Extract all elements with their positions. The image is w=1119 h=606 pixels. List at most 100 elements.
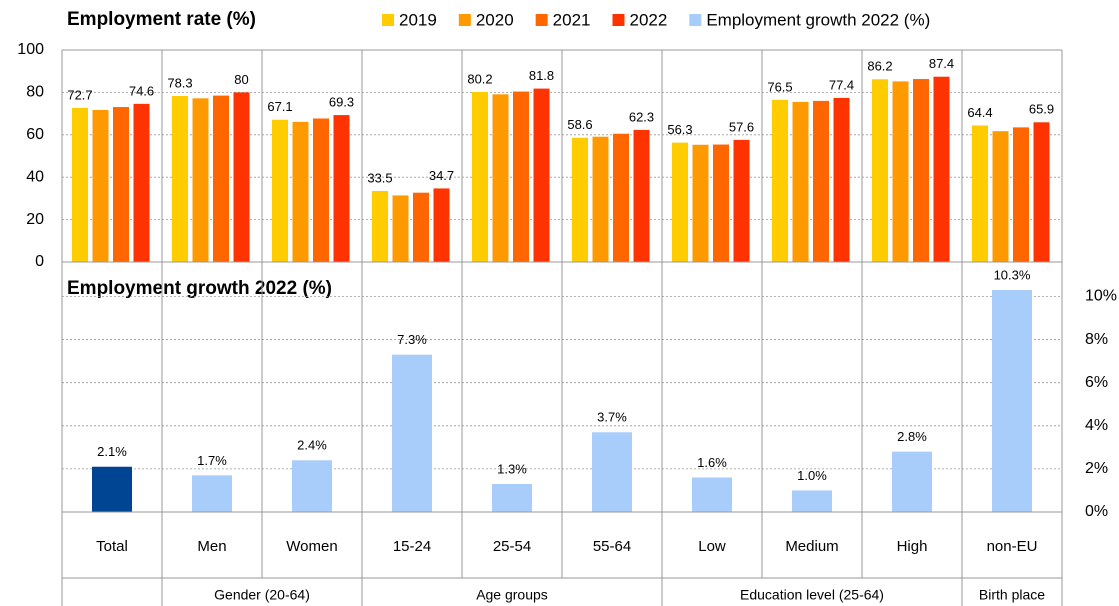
bar (872, 79, 888, 262)
data-label: 1.7% (197, 453, 227, 468)
y2-tick-label: 0% (1085, 503, 1108, 520)
bar (672, 142, 688, 262)
legend-swatch (458, 14, 471, 26)
group-label: Age groups (476, 587, 548, 603)
data-label: 65.9 (1029, 102, 1054, 117)
legend-label: 2019 (399, 10, 437, 29)
bar (392, 354, 432, 512)
bar (533, 88, 550, 262)
bar (292, 121, 309, 262)
bar (372, 190, 388, 262)
x-tick-label: 25-54 (493, 538, 531, 555)
data-label: 81.8 (529, 68, 554, 83)
data-label: 80.2 (467, 71, 492, 86)
bar (692, 477, 732, 512)
bar (572, 137, 588, 262)
data-label: 86.2 (867, 59, 892, 74)
legend-swatch (689, 14, 702, 26)
bar (313, 118, 329, 262)
bar (192, 98, 209, 262)
data-label: 7.3% (397, 332, 427, 347)
bar (72, 107, 88, 262)
bar (633, 129, 650, 262)
data-label: 2.8% (897, 429, 927, 444)
data-label: 64.4 (967, 105, 992, 120)
data-label: 57.6 (729, 119, 754, 134)
bar (233, 92, 250, 263)
bar (333, 115, 350, 262)
bar (192, 475, 232, 512)
y-tick-label: 100 (17, 41, 44, 58)
bar (513, 91, 529, 262)
data-label: 34.7 (429, 168, 454, 183)
data-label: 58.6 (567, 117, 592, 132)
data-label: 77.4 (829, 77, 854, 92)
x-tick-label: Medium (785, 538, 838, 555)
data-label: 76.5 (767, 79, 792, 94)
x-tick-label: Total (96, 538, 128, 555)
y2-tick-label: 10% (1085, 288, 1117, 305)
bar (933, 76, 950, 262)
bar (992, 131, 1009, 262)
data-label: 33.5 (367, 170, 392, 185)
bar (413, 192, 429, 262)
group-label: Birth place (979, 587, 1045, 603)
data-label: 62.3 (629, 109, 654, 124)
legend-swatch (612, 14, 625, 26)
data-label: 56.3 (667, 122, 692, 137)
group-label: Education level (25-64) (740, 587, 884, 603)
legend-label: 2022 (629, 10, 667, 29)
bar (592, 136, 609, 262)
x-tick-label: Men (197, 538, 226, 555)
x-tick-label: Low (698, 538, 726, 555)
bar (1013, 127, 1029, 262)
bar (472, 91, 488, 262)
bar (892, 81, 909, 262)
legend-swatch (535, 14, 548, 26)
legend-label: Employment growth 2022 (%) (706, 10, 930, 29)
bar (392, 195, 409, 262)
y2-tick-label: 6% (1085, 374, 1108, 391)
data-label: 3.7% (597, 410, 627, 425)
group-label: Gender (20-64) (214, 587, 310, 603)
data-label: 80 (234, 72, 248, 87)
bar (792, 490, 832, 512)
legend-swatch (382, 14, 394, 26)
bar (772, 99, 788, 262)
data-label: 78.3 (167, 75, 192, 90)
bar (133, 103, 150, 263)
x-tick-label: 15-24 (393, 538, 431, 555)
y-tick-label: 20 (26, 211, 44, 228)
bar (1033, 122, 1050, 263)
x-tick-label: High (897, 538, 928, 555)
data-label: 72.7 (67, 87, 92, 102)
bar (713, 144, 729, 262)
bar (613, 133, 629, 262)
bar (92, 109, 109, 262)
bar (692, 144, 709, 262)
y-tick-label: 60 (26, 126, 44, 143)
bar (792, 101, 809, 262)
data-label: 2.4% (297, 438, 327, 453)
bar (892, 451, 932, 512)
data-label: 74.6 (129, 83, 154, 98)
bar (213, 95, 229, 262)
bar (913, 79, 929, 262)
data-label: 2.1% (97, 444, 127, 459)
bar (113, 107, 129, 262)
y-tick-label: 40 (26, 168, 44, 185)
data-label: 10.3% (994, 267, 1031, 282)
bar (492, 94, 509, 262)
data-label: 1.6% (697, 455, 727, 470)
bar (492, 483, 532, 512)
y-tick-label: 0 (35, 253, 44, 270)
x-tick-label: non-EU (987, 538, 1038, 555)
bar (592, 432, 632, 512)
chart-title: Employment growth 2022 (%) (67, 278, 332, 299)
x-tick-label: 55-64 (593, 538, 631, 555)
y2-tick-label: 4% (1085, 417, 1108, 434)
bar (972, 125, 988, 262)
bar (433, 188, 450, 262)
data-label: 67.1 (267, 99, 292, 114)
